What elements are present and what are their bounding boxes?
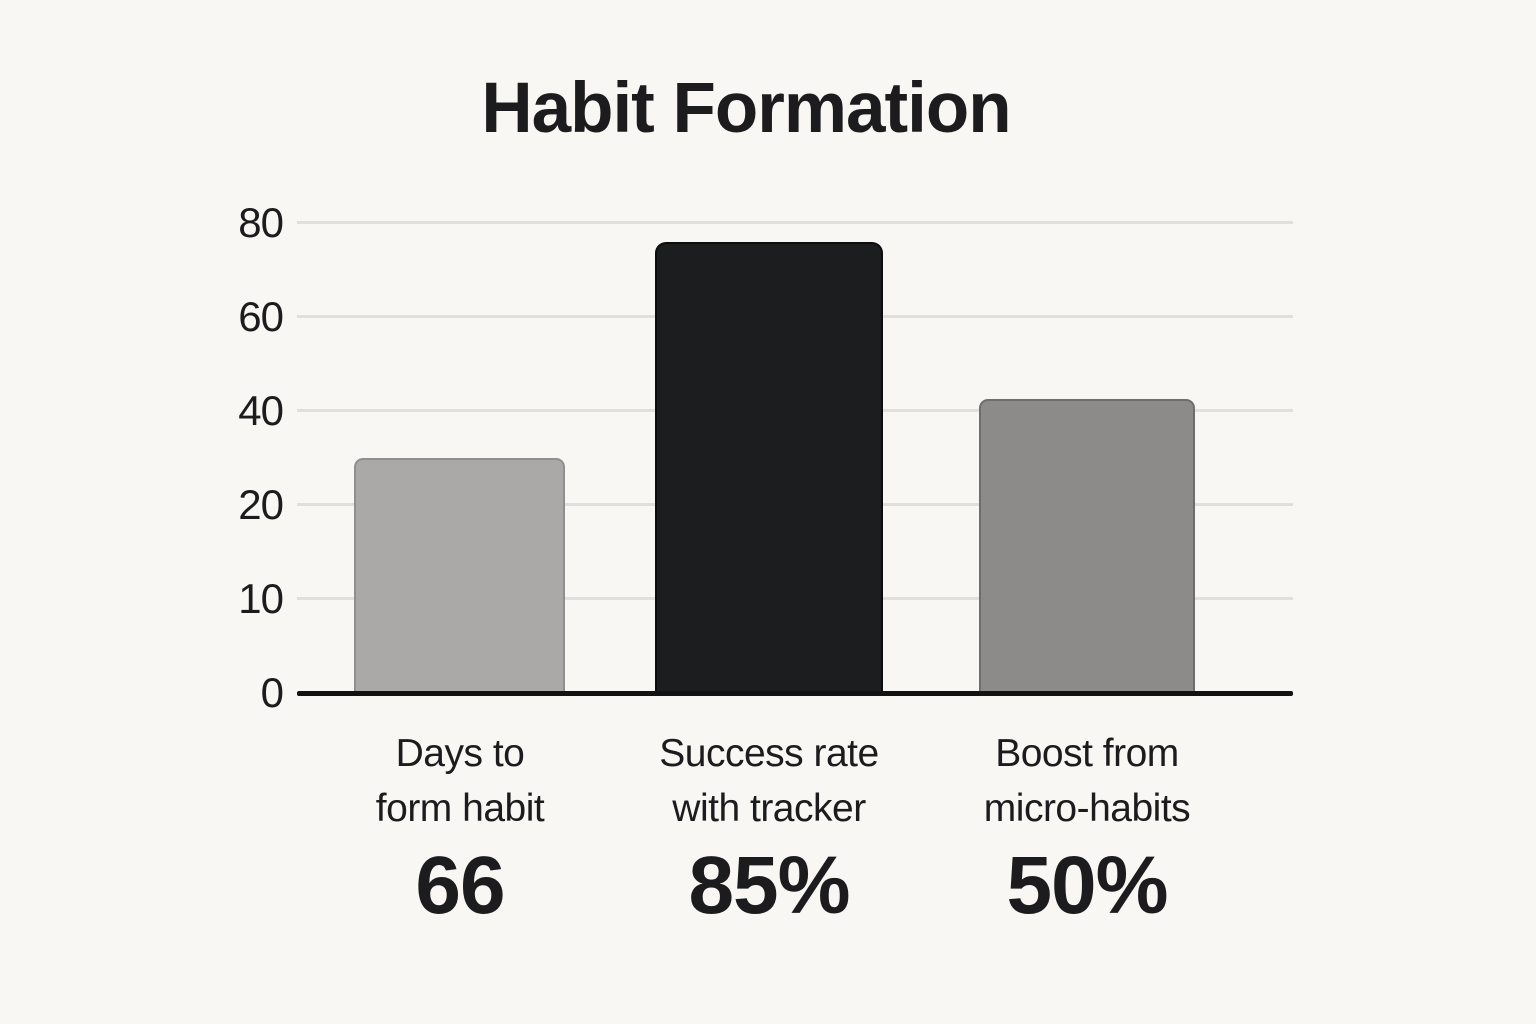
gridline-80 [297, 221, 1293, 224]
category-label-success-rate-with-tracker: Success rate with tracker [559, 726, 979, 836]
category-label-line: micro-habits [983, 787, 1191, 830]
category-label-line: Days to [395, 732, 525, 775]
y-tick-40: 40 [238, 387, 284, 434]
category-label-days-to-form-habit: Days to form habit [250, 726, 670, 836]
value-label-boost-from-micro-habits: 50% [1006, 840, 1168, 931]
category-label-line: Success rate [659, 732, 879, 775]
y-tick-80: 80 [238, 199, 284, 246]
category-label-line: with tracker [672, 787, 866, 830]
bar-boost-from-micro-habits [979, 399, 1195, 693]
y-tick-20: 20 [238, 481, 284, 528]
category-label-line: Boost from [995, 732, 1179, 775]
category-label-boost-from-micro-habits: Boost from micro-habits [877, 726, 1297, 836]
y-tick-0: 0 [260, 669, 284, 716]
y-tick-60: 60 [238, 293, 284, 340]
bar-days-to-form-habit [354, 458, 565, 693]
value-label-success-rate-with-tracker: 85% [688, 840, 850, 931]
x-axis-line [297, 691, 1293, 696]
y-tick-10: 10 [238, 575, 284, 622]
category-label-line: form habit [375, 787, 545, 830]
value-label-days-to-form-habit: 66 [415, 840, 505, 931]
chart-title: Habit Formation [481, 69, 1011, 148]
bar-success-rate-with-tracker [655, 242, 883, 693]
